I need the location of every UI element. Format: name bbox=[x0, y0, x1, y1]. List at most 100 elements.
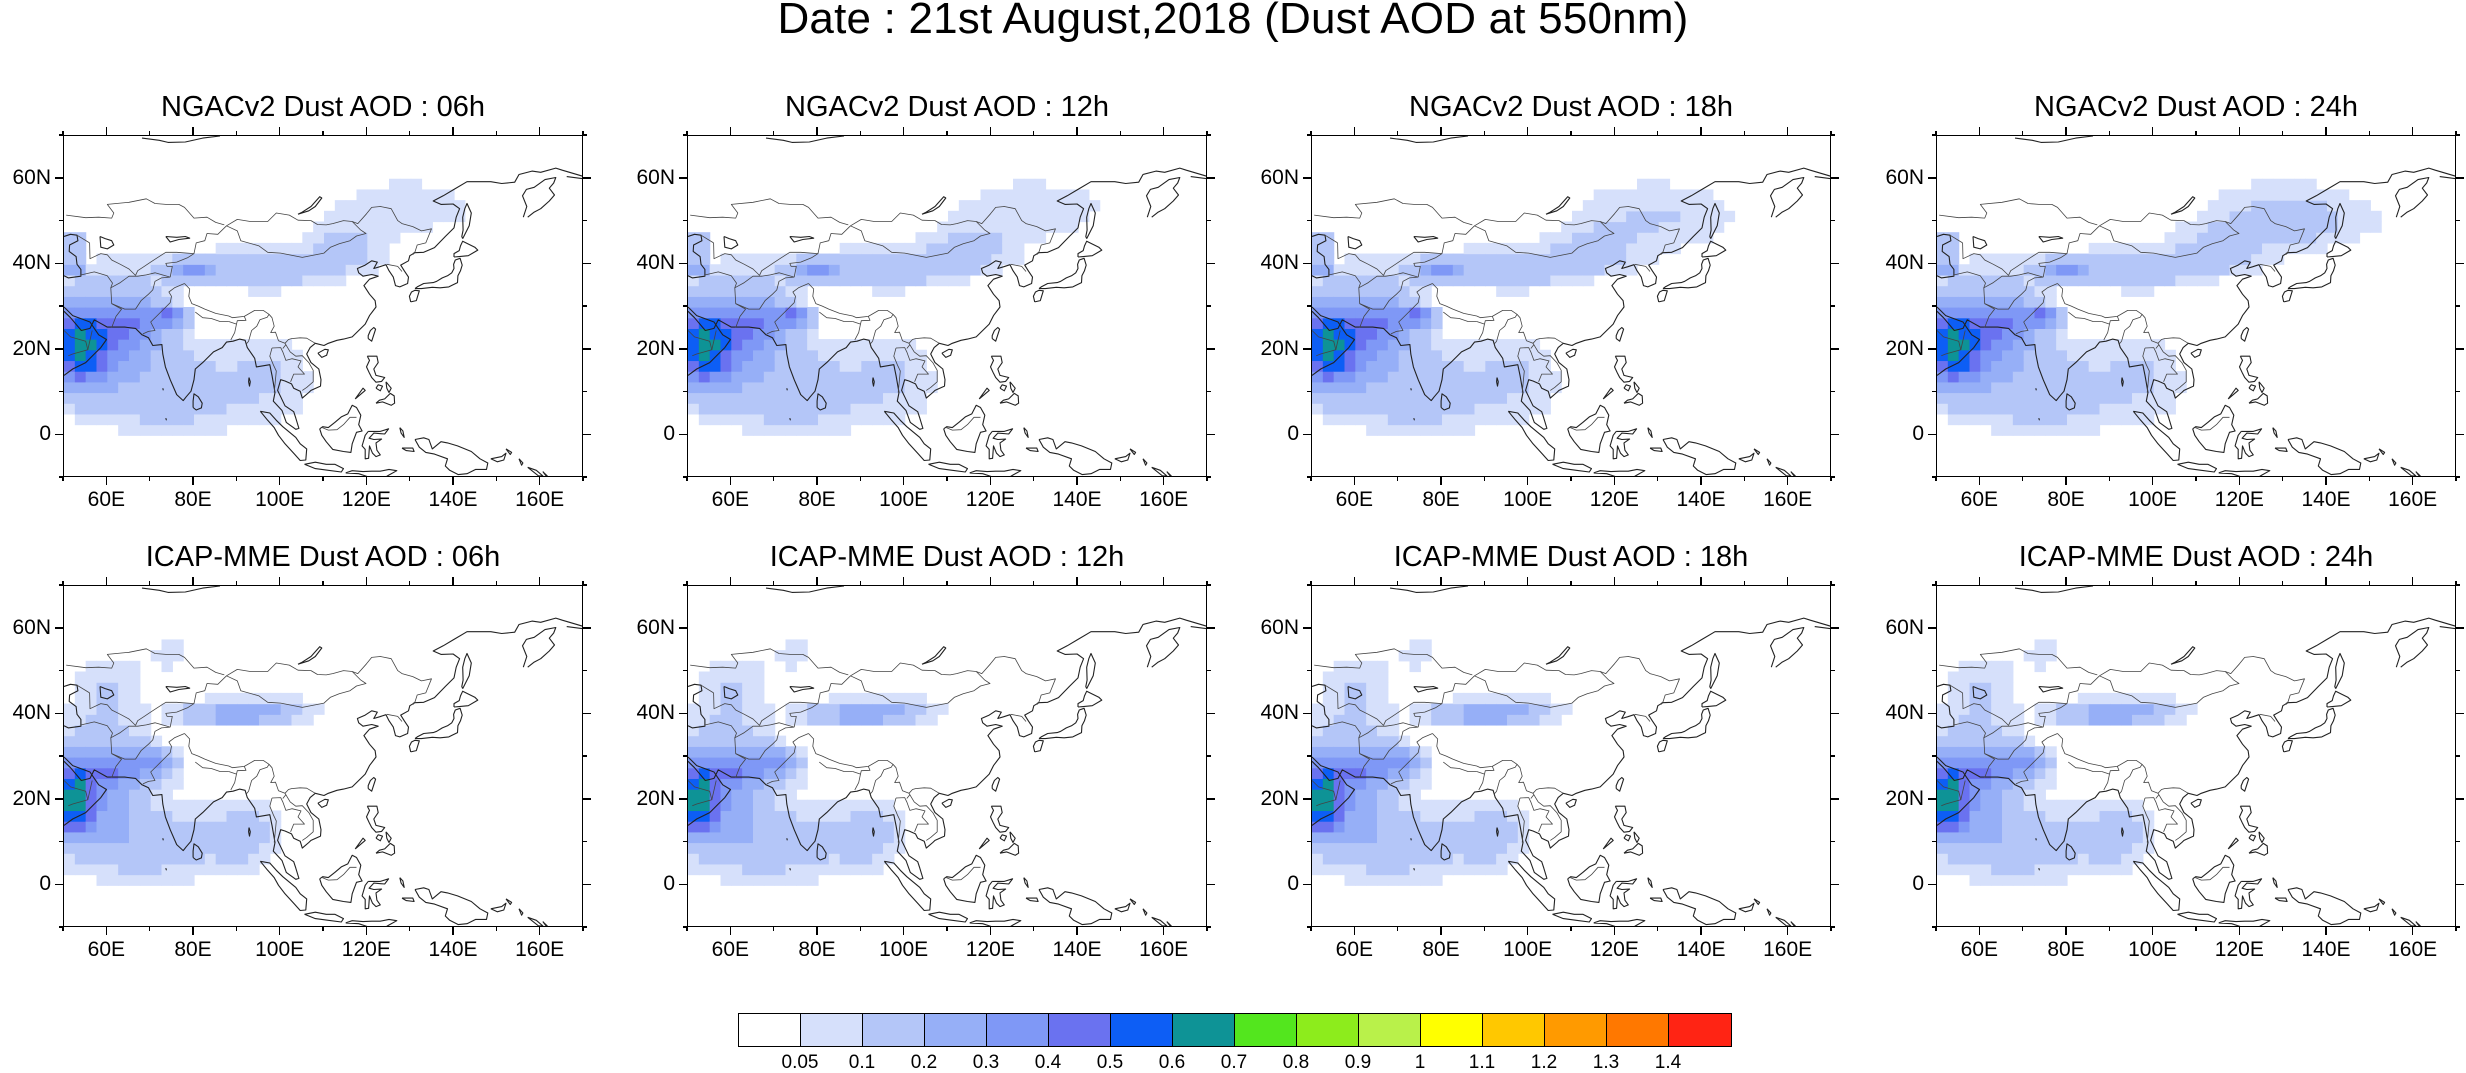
lon-tick bbox=[1162, 927, 1165, 935]
lon-minor-tick bbox=[582, 927, 584, 931]
lon-minor-tick bbox=[2021, 477, 2024, 481]
colorbar-swatch bbox=[1359, 1014, 1421, 1046]
lon-tick bbox=[729, 927, 732, 935]
lat-tick bbox=[1207, 177, 1215, 179]
map-svg bbox=[1937, 136, 2455, 476]
lon-minor-tick bbox=[686, 927, 688, 931]
lat-tick bbox=[1207, 262, 1215, 264]
lon-tick-label: 100E bbox=[1503, 488, 1553, 511]
lon-tick bbox=[1353, 927, 1356, 935]
lon-tick-label: 80E bbox=[1422, 938, 1460, 961]
lon-tick bbox=[538, 927, 541, 935]
lat-tick bbox=[1207, 348, 1215, 350]
lon-tick bbox=[902, 477, 905, 485]
lon-minor-tick bbox=[1830, 477, 1832, 481]
map-svg bbox=[64, 586, 582, 926]
lon-minor-tick bbox=[235, 131, 238, 135]
lat-minor-tick bbox=[1207, 584, 1211, 586]
lat-minor-tick bbox=[1932, 926, 1936, 928]
lon-tick bbox=[2065, 477, 2067, 485]
panel-title-ngacv2-06h: NGACv2 Dust AOD : 06h bbox=[161, 91, 485, 123]
lat-minor-tick bbox=[2456, 219, 2460, 222]
lon-minor-tick bbox=[495, 477, 498, 481]
lon-tick bbox=[2411, 477, 2414, 485]
lon-minor-tick bbox=[686, 131, 688, 135]
lat-tick bbox=[2456, 262, 2464, 264]
lat-minor-tick bbox=[1932, 305, 1936, 307]
lat-tick bbox=[55, 627, 63, 629]
lon-tick bbox=[1786, 477, 1789, 485]
lon-tick-label: 80E bbox=[2047, 938, 2085, 961]
lat-minor-tick bbox=[1307, 134, 1311, 136]
lon-minor-tick bbox=[1119, 581, 1122, 585]
lon-tick bbox=[105, 577, 108, 585]
lon-minor-tick bbox=[2455, 581, 2457, 585]
lon-tick-label: 120E bbox=[2214, 488, 2264, 511]
lon-tick-label: 60E bbox=[711, 938, 750, 961]
lat-tick bbox=[1928, 883, 1936, 885]
lat-minor-tick bbox=[683, 926, 687, 928]
lat-tick bbox=[1831, 798, 1839, 800]
lon-minor-tick bbox=[1743, 131, 1746, 135]
lat-tick bbox=[679, 627, 687, 629]
lon-tick bbox=[1162, 577, 1165, 585]
lat-minor-tick bbox=[2456, 305, 2460, 307]
lon-tick bbox=[1440, 927, 1442, 935]
lon-minor-tick bbox=[62, 131, 64, 135]
lat-minor-tick bbox=[1831, 840, 1835, 843]
lat-minor-tick bbox=[2456, 755, 2460, 757]
lat-minor-tick bbox=[1932, 476, 1936, 478]
lon-minor-tick bbox=[582, 581, 584, 585]
lat-tick bbox=[679, 177, 687, 179]
lon-tick bbox=[2065, 577, 2067, 585]
lat-minor-tick bbox=[1207, 926, 1211, 928]
lon-tick-label: 140E bbox=[428, 938, 478, 961]
lon-tick-label: 60E bbox=[1335, 488, 1374, 511]
lat-tick bbox=[55, 883, 63, 885]
dust-aod-field bbox=[688, 639, 949, 886]
lon-tick-label: 140E bbox=[1676, 488, 1726, 511]
colorbar bbox=[738, 1013, 1732, 1047]
lon-minor-tick bbox=[1310, 131, 1312, 135]
lat-minor-tick bbox=[2456, 840, 2460, 843]
lat-tick bbox=[679, 798, 687, 800]
page-title: Date : 21st August,2018 (Dust AOD at 550… bbox=[777, 0, 1689, 43]
lon-minor-tick bbox=[62, 927, 64, 931]
panel-title-icap-mme-12h: ICAP-MME Dust AOD : 12h bbox=[769, 541, 1125, 573]
lon-tick-label: 120E bbox=[341, 488, 391, 511]
dust-aod-field bbox=[64, 639, 325, 886]
lon-minor-tick bbox=[1032, 581, 1035, 585]
lat-minor-tick bbox=[1932, 755, 1936, 757]
lat-minor-tick bbox=[1307, 669, 1311, 672]
lat-minor-tick bbox=[583, 476, 587, 478]
lon-tick bbox=[365, 127, 368, 135]
dust-aod-field bbox=[1312, 178, 1736, 436]
lat-minor-tick bbox=[1932, 134, 1936, 136]
lon-minor-tick bbox=[1656, 131, 1659, 135]
lat-minor-tick bbox=[1831, 926, 1835, 928]
lon-minor-tick bbox=[495, 927, 498, 931]
colorbar-label: 0.6 bbox=[1158, 1052, 1186, 1073]
lat-minor-tick bbox=[2456, 669, 2460, 672]
lat-minor-tick bbox=[683, 669, 687, 672]
lat-minor-tick bbox=[59, 926, 63, 928]
lat-tick bbox=[583, 627, 591, 629]
lon-minor-tick bbox=[1570, 927, 1572, 931]
lat-tick-label: 20N bbox=[1260, 786, 1299, 810]
lon-minor-tick bbox=[1656, 477, 1659, 481]
lat-minor-tick bbox=[59, 584, 63, 586]
lon-minor-tick bbox=[1830, 131, 1832, 135]
lon-minor-tick bbox=[235, 477, 238, 481]
colorbar-label: 1.3 bbox=[1592, 1052, 1620, 1073]
lon-minor-tick bbox=[2281, 581, 2284, 585]
lat-minor-tick bbox=[59, 305, 63, 307]
lon-minor-tick bbox=[1570, 131, 1572, 135]
lat-tick bbox=[1303, 177, 1311, 179]
lon-minor-tick bbox=[408, 477, 411, 481]
map-svg bbox=[1312, 586, 1830, 926]
lat-tick bbox=[2456, 883, 2464, 885]
lon-minor-tick bbox=[2368, 927, 2371, 931]
lat-tick bbox=[1303, 433, 1311, 435]
lat-minor-tick bbox=[2456, 476, 2460, 478]
lat-tick bbox=[1831, 348, 1839, 350]
